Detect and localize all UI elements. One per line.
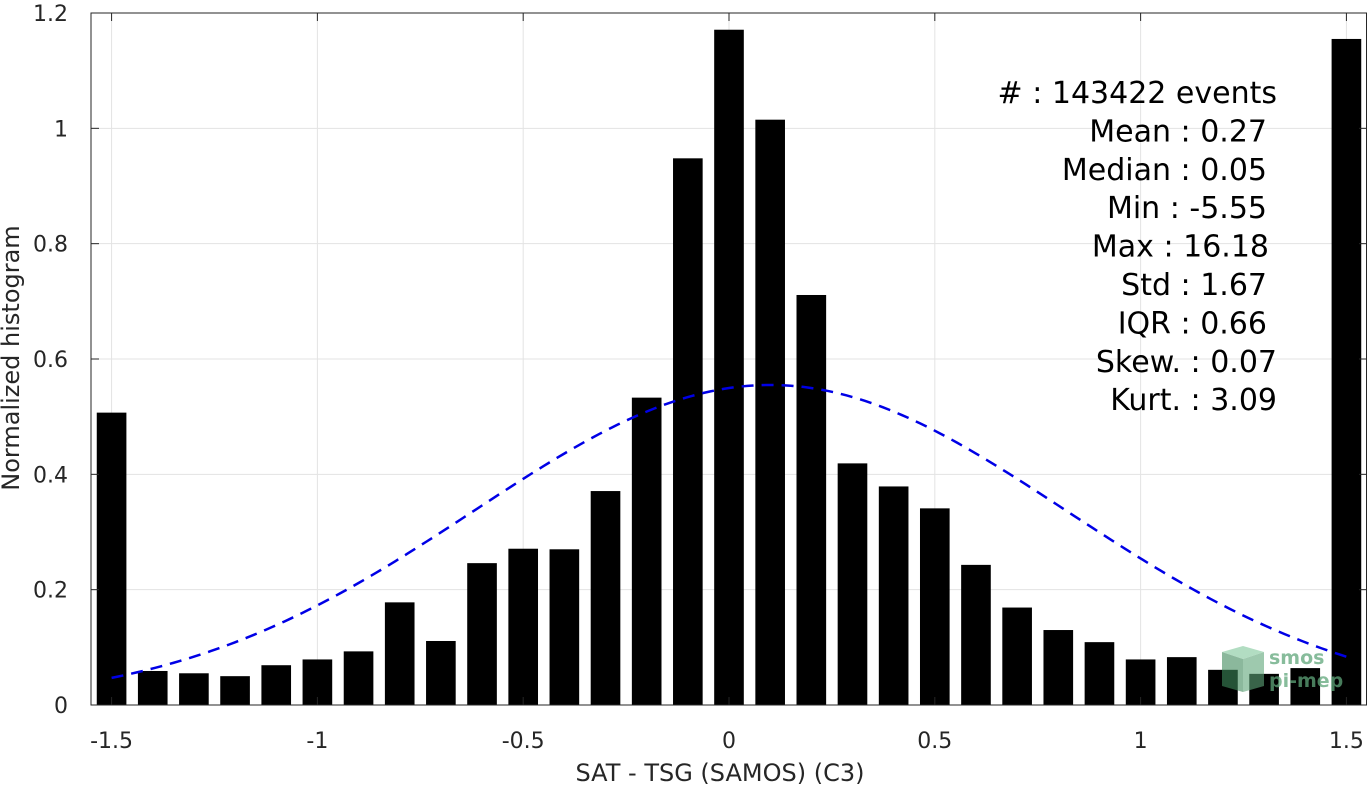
x-tick-label: 1.5 <box>1329 729 1364 754</box>
histogram-bar <box>714 29 744 706</box>
stat-line: Kurt. : 3.09 <box>1110 383 1277 418</box>
histogram-bars <box>96 29 1362 706</box>
y-tick-label: 0.8 <box>33 233 68 258</box>
histogram-bar <box>1290 668 1321 705</box>
x-tick-label: -1.5 <box>90 729 133 754</box>
y-tick-label: 0.2 <box>33 579 68 604</box>
histogram-bar <box>508 548 539 705</box>
histogram-bar <box>179 673 209 705</box>
stat-line: Skew. : 0.07 <box>1096 345 1277 380</box>
stat-line: Median : 0.05 <box>1062 153 1267 188</box>
smos-pi-mep-watermark: smos pi-mep <box>1222 646 1343 692</box>
stat-line: Min : -5.55 <box>1107 191 1267 226</box>
histogram-bar <box>590 491 621 705</box>
cube-logo-icon <box>1222 646 1264 692</box>
axis-ticks <box>91 12 1367 706</box>
histogram-bar <box>384 602 415 705</box>
x-axis-label: SAT - TSG (SAMOS) (C3) <box>576 759 865 785</box>
x-tick-label: 1 <box>1134 729 1148 754</box>
histogram-bar <box>796 294 827 705</box>
stat-line: IQR : 0.66 <box>1118 306 1267 341</box>
histogram-bar <box>1331 38 1362 705</box>
y-tick-label: 0.6 <box>33 348 68 373</box>
histogram-bar <box>1084 642 1115 705</box>
y-tick-label: 0 <box>54 694 68 719</box>
stat-line: Std : 1.67 <box>1121 268 1267 303</box>
y-tick-label: 1.2 <box>33 2 68 27</box>
y-tick-labels: 0 0.2 0.4 0.6 0.8 1 1.2 <box>33 2 68 719</box>
histogram-bar <box>96 412 127 705</box>
histogram-bar <box>220 676 250 705</box>
histogram-bar <box>1002 607 1032 705</box>
gaussian-fit-curve <box>111 383 1347 680</box>
stat-line: Max : 16.18 <box>1092 230 1269 265</box>
stat-line: Mean : 0.27 <box>1089 114 1267 149</box>
histogram-bar <box>343 651 374 705</box>
x-tick-label: 0 <box>722 729 736 754</box>
histogram-bar <box>631 397 662 705</box>
histogram-bar <box>1043 630 1074 705</box>
histogram-bar <box>426 640 456 705</box>
stat-line: # : 143422 events <box>998 76 1277 111</box>
histogram-bar <box>549 549 580 705</box>
histogram-bar <box>673 158 703 705</box>
y-axis-label: Normalized histogram <box>0 225 25 490</box>
histogram-bar <box>919 508 950 705</box>
histogram-bar <box>755 119 785 705</box>
y-tick-label: 0.4 <box>33 463 68 488</box>
histogram-bar <box>878 486 909 705</box>
x-tick-label: 0.5 <box>917 729 952 754</box>
x-tick-label: -1 <box>306 729 328 754</box>
x-tick-labels: -1.5 -1 -0.5 0 0.5 1 1.5 <box>90 729 1364 754</box>
x-tick-label: -0.5 <box>502 729 545 754</box>
histogram-bar <box>1166 657 1197 705</box>
histogram-bar <box>961 564 991 705</box>
histogram-bar <box>837 463 868 705</box>
y-tick-label: 1 <box>54 117 68 142</box>
histogram-bar <box>261 665 292 705</box>
histogram-bar <box>137 670 168 705</box>
histogram-bar <box>467 563 497 705</box>
watermark-line1: smos <box>1269 647 1324 669</box>
watermark-line2: pi-mep <box>1269 670 1343 692</box>
